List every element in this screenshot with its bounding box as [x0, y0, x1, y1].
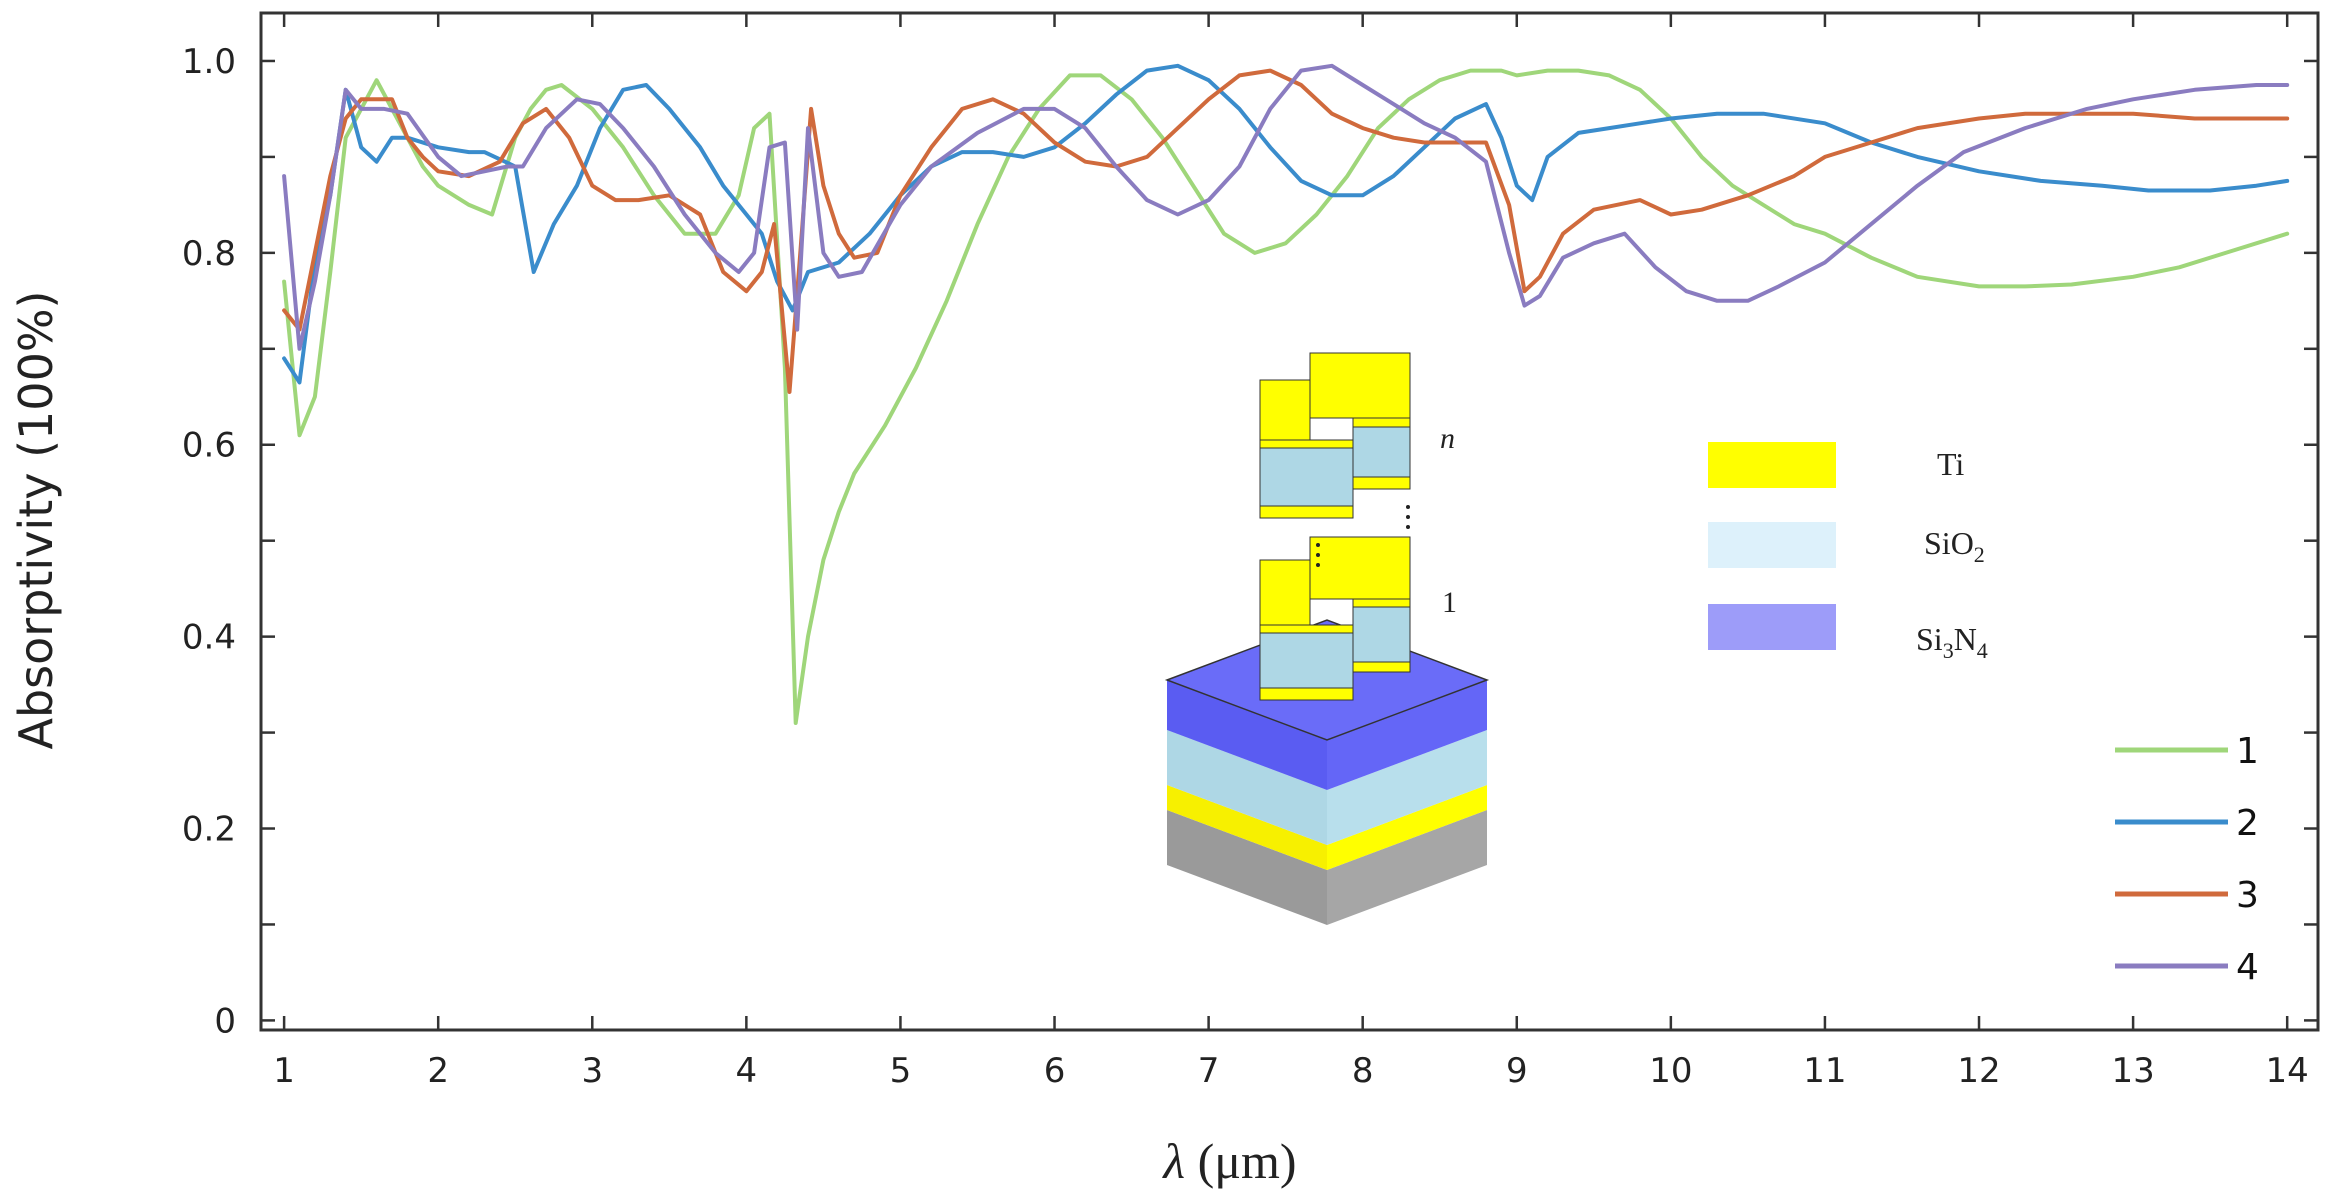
series-layer: [282, 63, 2290, 725]
x-tick-label: 6: [1044, 1051, 1066, 1091]
x-tick-label: 2: [427, 1051, 449, 1091]
y-tick-label: 0.4: [182, 618, 236, 658]
x-axis-title: λ (μm): [1161, 1133, 1296, 1189]
x-tick-labels: 1 2 3 4 5 6 7 8 9 10 11 12 13 14: [273, 1051, 2309, 1091]
x-tick-label: 8: [1352, 1051, 1374, 1091]
ti-label: Ti: [1937, 446, 1964, 482]
cell1-ti-bottom-right: [1352, 661, 1411, 673]
sio2-layer-right: [1327, 730, 1487, 845]
celln-sio2-left: [1259, 447, 1354, 507]
celln-ti-bottom-left: [1259, 505, 1354, 519]
ti-layer-right: [1327, 785, 1487, 870]
series-line-4: [282, 63, 2290, 351]
tick-marks: [261, 13, 2318, 1030]
si3n4-layer-right: [1327, 680, 1487, 790]
y-tick-label: 0.8: [182, 234, 236, 274]
series-line-2: [282, 63, 2290, 385]
sio2-label: SiO2: [1924, 525, 1985, 567]
x-tick-label: 3: [581, 1051, 603, 1091]
cell1-ti-top-left: [1259, 559, 1311, 626]
cell1-thin-ti-left: [1259, 624, 1354, 634]
cell1-ti-bottom-left: [1259, 687, 1354, 701]
unit-cell-n: [1259, 352, 1411, 519]
cell1-sio2-left: [1259, 632, 1354, 689]
x-tick-label: 9: [1506, 1051, 1528, 1091]
ti-layer-left: [1167, 785, 1327, 870]
inset-structure-diagram: n 1: [1164, 352, 1490, 925]
celln-ti-top-left: [1259, 379, 1311, 441]
cell1-thin-ti-right: [1352, 598, 1411, 608]
celln-sio2-right: [1352, 426, 1411, 478]
sio2-layer-left: [1167, 730, 1327, 845]
y-tick-label: 0.2: [182, 810, 236, 850]
series-legend: 1 2 3 4: [2115, 731, 2259, 988]
legend-label-1: 1: [2236, 731, 2259, 772]
series-line-3: [282, 68, 2290, 394]
x-tick-label: 12: [1957, 1051, 2000, 1091]
y-tick-label: 0.6: [182, 426, 236, 466]
series-line-1: [282, 68, 2290, 725]
x-tick-label: 13: [2111, 1051, 2154, 1091]
ellipsis-dots: [1316, 505, 1410, 567]
y-tick-label: 0: [214, 1001, 236, 1041]
si3n4-swatch: [1708, 604, 1836, 650]
sio2-swatch: [1708, 522, 1836, 568]
unit-cell-1: [1259, 536, 1411, 701]
material-legend: Ti SiO2 Si3N4: [1708, 442, 1988, 663]
x-tick-label: 4: [736, 1051, 758, 1091]
gray-layer-front-right: [1327, 810, 1487, 925]
stack-label-1: 1: [1442, 586, 1457, 619]
legend-label-3: 3: [2236, 875, 2259, 916]
cell1-sio2-right: [1352, 606, 1411, 663]
y-tick-label: 1.0: [182, 42, 236, 82]
si3n4-label: Si3N4: [1916, 621, 1988, 663]
stack-label-n: n: [1440, 422, 1455, 455]
x-tick-label: 10: [1649, 1051, 1692, 1091]
legend-label-4: 4: [2236, 947, 2259, 988]
x-tick-label: 1: [273, 1051, 295, 1091]
x-tick-label: 14: [2266, 1051, 2309, 1091]
plot-frame: [259, 11, 2320, 1032]
cell1-ti-top-right: [1309, 536, 1411, 600]
x-tick-label: 11: [1803, 1051, 1846, 1091]
celln-ti-top-right: [1309, 352, 1411, 419]
celln-thin-ti-right: [1352, 417, 1411, 428]
celln-ti-bottom-right: [1352, 476, 1411, 490]
ti-swatch: [1708, 442, 1836, 488]
celln-thin-ti-left: [1259, 439, 1354, 449]
gray-layer-front-left: [1167, 810, 1327, 925]
si3n4-layer-left: [1167, 680, 1327, 790]
y-axis-title: Absorptivity (100%): [9, 291, 63, 750]
legend-label-2: 2: [2236, 803, 2259, 844]
x-tick-label: 7: [1198, 1051, 1220, 1091]
y-tick-labels: 0 0.2 0.4 0.6 0.8 1.0: [182, 42, 236, 1041]
x-tick-label: 5: [890, 1051, 912, 1091]
